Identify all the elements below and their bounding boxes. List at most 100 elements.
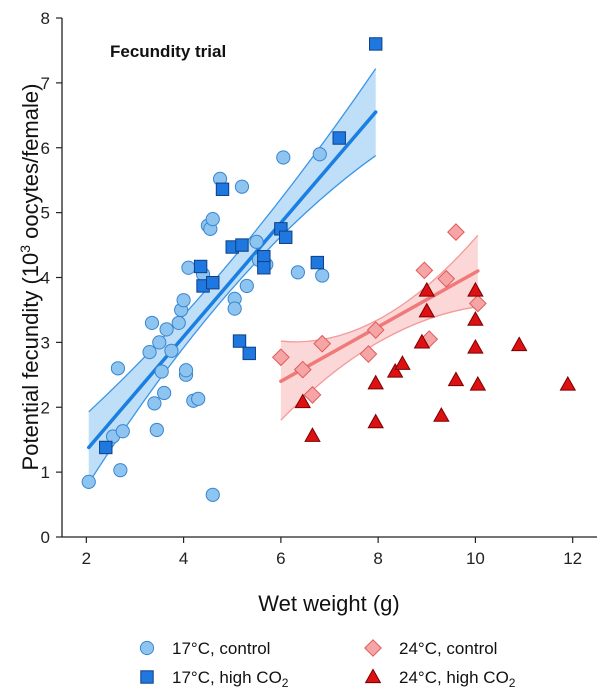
confidence-bands [88,68,479,484]
data-point-circle [147,396,162,411]
ci-band-0 [88,68,376,484]
data-point-square [235,238,249,252]
y-tick-label: 6 [41,139,50,158]
data-point-triangle [559,375,577,391]
data-point-triangle [394,355,411,370]
data-point-diamond [437,269,456,288]
data-point-circle [239,278,254,294]
data-point-diamond [447,223,465,241]
data-point-square [193,259,208,274]
data-point-triangle [386,362,404,378]
legend-marker-square [140,670,154,684]
data-point-circle [81,474,96,489]
data-point-diamond [313,334,332,353]
ci-upper-edge-1 [280,234,479,343]
data-point-circle [159,322,174,337]
axes: 2 4 6 8 10 12 0 12 3 4 5 6 7 8 [41,9,597,568]
data-point-circle [144,315,160,331]
data-point-diamond [303,386,322,404]
data-point-square [369,37,383,51]
data-point-triangle [413,333,431,349]
data-point-circle [113,463,128,478]
x-tick-label: 8 [373,549,382,568]
y-axis-title-prefix: Potential fecundity (10 [18,253,43,471]
data-point-square [206,275,220,290]
data-point-square [332,131,346,145]
data-point-circle [110,361,126,376]
data-point-square [232,334,247,348]
data-point-circle [142,345,157,360]
legend-label-24c-high-co2: 24°C, high CO2 [399,668,516,690]
data-point-diamond [468,294,487,313]
data-point-diamond [359,345,378,363]
data-point-circle [171,315,186,331]
x-tick-label: 10 [466,549,485,568]
data-point-circle [227,301,242,316]
data-point-circle [164,343,179,358]
data-point-square [99,440,113,455]
data-point-diamond [415,261,434,280]
legend-marker-diamond [364,639,382,657]
data-point-circle [276,150,291,165]
data-point-triangle [304,427,321,442]
x-tick-label: 4 [179,549,188,568]
fit-line-0 [87,110,378,450]
data-point-triangle [294,393,312,409]
legend-label-24c-control: 24°C, control [399,639,497,658]
y-tick-label: 5 [41,204,50,223]
data-point-triangle [467,311,484,326]
y-axis-title-sup: 3 [17,245,33,253]
data-point-triangle [418,281,436,297]
data-point-triangle [433,407,450,422]
y-tick-label: 4 [41,269,50,288]
x-ticks: 2 4 6 8 10 12 [82,537,582,568]
data-point-triangle [467,281,484,297]
data-point-diamond [293,360,312,379]
legend-label-24c-high-co2-main: 24°C, high CO [399,668,509,687]
data-point-circle [152,335,167,350]
data-point-diamond [271,348,290,367]
legend-marker-17c-control [139,640,155,656]
y-tick-label: 3 [41,333,50,352]
x-tick-label: 6 [276,549,285,568]
x-axis-title: Wet weight (g) [258,591,399,616]
data-point-circle [115,424,130,439]
legend: 17°C, control 24°C, control 17°C, high C… [139,639,516,690]
data-point-circle [191,391,206,406]
y-tick-label: 7 [41,74,50,93]
x-tick-label: 2 [82,549,91,568]
data-point-circle [315,268,330,283]
legend-label-17c-high-co2-main: 17°C, high CO [172,668,282,687]
data-point-circle [290,265,305,280]
data-point-square [257,261,271,275]
data-point-square [215,182,230,196]
data-point-triangle [467,338,484,354]
legend-item-24c-high-co2: 24°C, high CO2 [364,668,516,690]
data-points [81,37,577,502]
legend-label-17c-high-co2-sub: 2 [282,676,289,690]
data-point-circle [154,364,169,379]
y-tick-label: 8 [41,9,50,28]
data-point-circle [157,385,172,401]
data-point-circle [205,487,220,502]
legend-marker-24c-high-co2 [364,668,382,684]
legend-label-17c-control: 17°C, control [172,639,270,658]
chart-title: Fecundity trial [110,42,226,61]
ci-lower-edge-0 [88,155,377,484]
y-ticks: 0 1 2 3 4 5 6 7 8 [41,9,62,547]
legend-item-17c-high-co2: 17°C, high CO2 [140,668,289,690]
data-point-circle [176,293,191,308]
legend-marker-24c-control [364,639,382,657]
data-point-circle [149,422,164,438]
data-point-diamond [366,321,385,339]
y-tick-label: 2 [41,398,50,417]
x-tick-label: 12 [563,549,582,568]
data-point-circle [178,363,194,378]
y-tick-label: 0 [41,528,50,547]
y-axis-title: Potential fecundity (103 oocytes/female) [17,84,43,471]
data-point-triangle [367,374,384,390]
legend-marker-triangle [364,668,382,684]
data-point-circle [205,212,220,227]
ci-upper-edge-0 [88,68,377,413]
